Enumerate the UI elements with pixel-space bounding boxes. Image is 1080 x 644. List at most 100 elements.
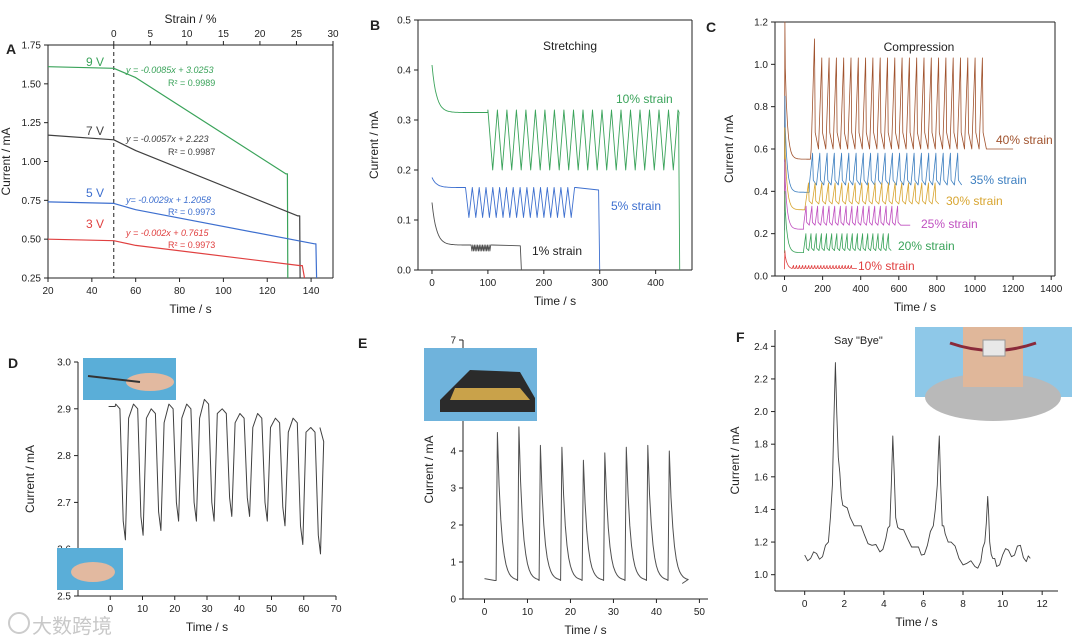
x-axis-label: Time / s	[895, 615, 937, 629]
panel-letter-b: B	[370, 17, 380, 33]
series-line	[784, 159, 911, 231]
x-tick-label: 0	[482, 607, 488, 618]
x-axis-label: Time / s	[894, 300, 936, 314]
series-line	[108, 398, 325, 555]
series-label: 30% strain	[946, 194, 1003, 208]
series-label: 5% strain	[611, 199, 661, 213]
x-tick-label: 140	[303, 286, 320, 297]
fit-r2: R² = 0.9973	[168, 207, 215, 217]
y-axis-label: Current / mA	[0, 127, 13, 195]
x-tick-label: 40	[651, 607, 663, 618]
x-tick-label: 40	[234, 604, 246, 615]
series-label: 7 V	[86, 124, 104, 138]
y-tick-label: 2.7	[57, 498, 71, 509]
x2-tick-label: 25	[291, 29, 303, 40]
series-line	[47, 66, 289, 279]
fit-r2: R² = 0.9987	[168, 147, 215, 157]
x-tick-label: 60	[298, 604, 310, 615]
series-label: 9 V	[86, 55, 104, 69]
y-tick-label: 1.75	[22, 41, 42, 52]
x-tick-label: 60	[130, 286, 142, 297]
x2-tick-label: 15	[218, 29, 230, 40]
y-tick-label: 0.25	[22, 274, 42, 285]
y-tick-label: 0.0	[397, 266, 411, 277]
series-label: 35% strain	[970, 173, 1027, 187]
series-label: 20% strain	[898, 239, 955, 253]
x-tick-label: 80	[174, 286, 186, 297]
panel-b: 0 100 200 300 400 0.0 0.1 0.2 0.3 0.4 0.5 Time / s C…	[367, 16, 693, 308]
y-tick-label: 1	[450, 558, 456, 569]
y-tick-label: 0.5	[397, 16, 411, 27]
x-tick-label: 10	[137, 604, 149, 615]
series-line	[784, 127, 940, 212]
x-tick-label: 600	[890, 284, 907, 295]
shoulders-shape	[925, 373, 1061, 421]
series-line	[784, 95, 963, 195]
shoe-stripe	[450, 388, 530, 400]
y-axis-label: Current / mA	[728, 426, 742, 494]
sensor-patch	[982, 339, 1006, 357]
y-tick-label: 3.0	[57, 358, 71, 369]
x-tick-label: 1200	[1002, 284, 1025, 295]
y-tick-label: 0.4	[397, 66, 411, 77]
fit-equation: y = -0.0057x + 2.223	[125, 134, 209, 144]
y-tick-label: 1.6	[754, 472, 768, 483]
x-tick-label: 200	[535, 278, 552, 289]
y-tick-label: 1.4	[754, 505, 768, 516]
x2-tick-label: 0	[111, 29, 117, 40]
fit-equation: y= -0.0029x + 1.2058	[125, 195, 211, 205]
y-tick-label: 0.6	[754, 145, 768, 156]
series-label: 10% strain	[616, 92, 673, 106]
y-axis-label: Current / mA	[422, 435, 436, 503]
x-axis-label: Time / s	[564, 623, 606, 637]
series-line	[431, 177, 601, 271]
y-tick-label: 0.4	[754, 187, 768, 198]
series-label: 1% strain	[532, 244, 582, 258]
y-tick-label: 2.9	[57, 404, 71, 415]
y-axis-label: Current / mA	[367, 111, 381, 179]
panel-letter-f: F	[736, 329, 745, 345]
watermark-logo-icon	[8, 612, 30, 634]
y-axis-label: Current / mA	[722, 115, 736, 183]
y-tick-label: 1.0	[754, 570, 768, 581]
x2-tick-label: 10	[181, 29, 193, 40]
y-tick-label: 0.0	[754, 272, 768, 283]
series-line	[804, 362, 1031, 569]
x-tick-label: 8	[960, 599, 966, 610]
fit-equation: y = -0.0085x + 3.0253	[125, 65, 214, 75]
panel-f: 0 2 4 6 8 10 12 1.0 1.2 1.4 1.6 1.8 2.0 2.2 2.4 Time / …	[728, 327, 1072, 629]
x-tick-label: 10	[997, 599, 1009, 610]
x-tick-label: 200	[814, 284, 831, 295]
y-tick-label: 2.0	[754, 407, 768, 418]
x-tick-label: 2	[841, 599, 847, 610]
x-tick-label: 100	[215, 286, 232, 297]
y-tick-label: 1.0	[754, 60, 768, 71]
y-tick-label: 0.8	[754, 102, 768, 113]
fit-r2: R² = 0.9989	[168, 78, 215, 88]
y-tick-label: 0	[450, 595, 456, 606]
series-label: 10% strain	[858, 259, 915, 273]
series-label: 5 V	[86, 186, 104, 200]
hand-shape	[71, 562, 115, 582]
y-axis-label: Current / mA	[23, 445, 37, 513]
x-tick-label: 4	[881, 599, 887, 610]
x-tick-label: 12	[1037, 599, 1049, 610]
panel-letter-d: D	[8, 355, 18, 371]
y-tick-label: 7	[450, 336, 456, 347]
x-tick-label: 100	[480, 278, 497, 289]
y-tick-label: 4	[450, 447, 456, 458]
x-tick-label: 0	[802, 599, 808, 610]
y-tick-label: 1.25	[22, 118, 42, 129]
series-line	[484, 426, 689, 584]
x-axis-label: Time / s	[169, 302, 211, 316]
series-line	[784, 21, 1014, 162]
y-tick-label: 1.2	[754, 18, 768, 29]
x-tick-label: 10	[522, 607, 534, 618]
x-tick-label: 1000	[964, 284, 987, 295]
y-tick-label: 2.8	[57, 451, 71, 462]
y-tick-label: 2.2	[754, 374, 768, 385]
series-line	[431, 64, 681, 271]
series-line	[784, 250, 857, 270]
y-tick-label: 1.2	[754, 538, 768, 549]
